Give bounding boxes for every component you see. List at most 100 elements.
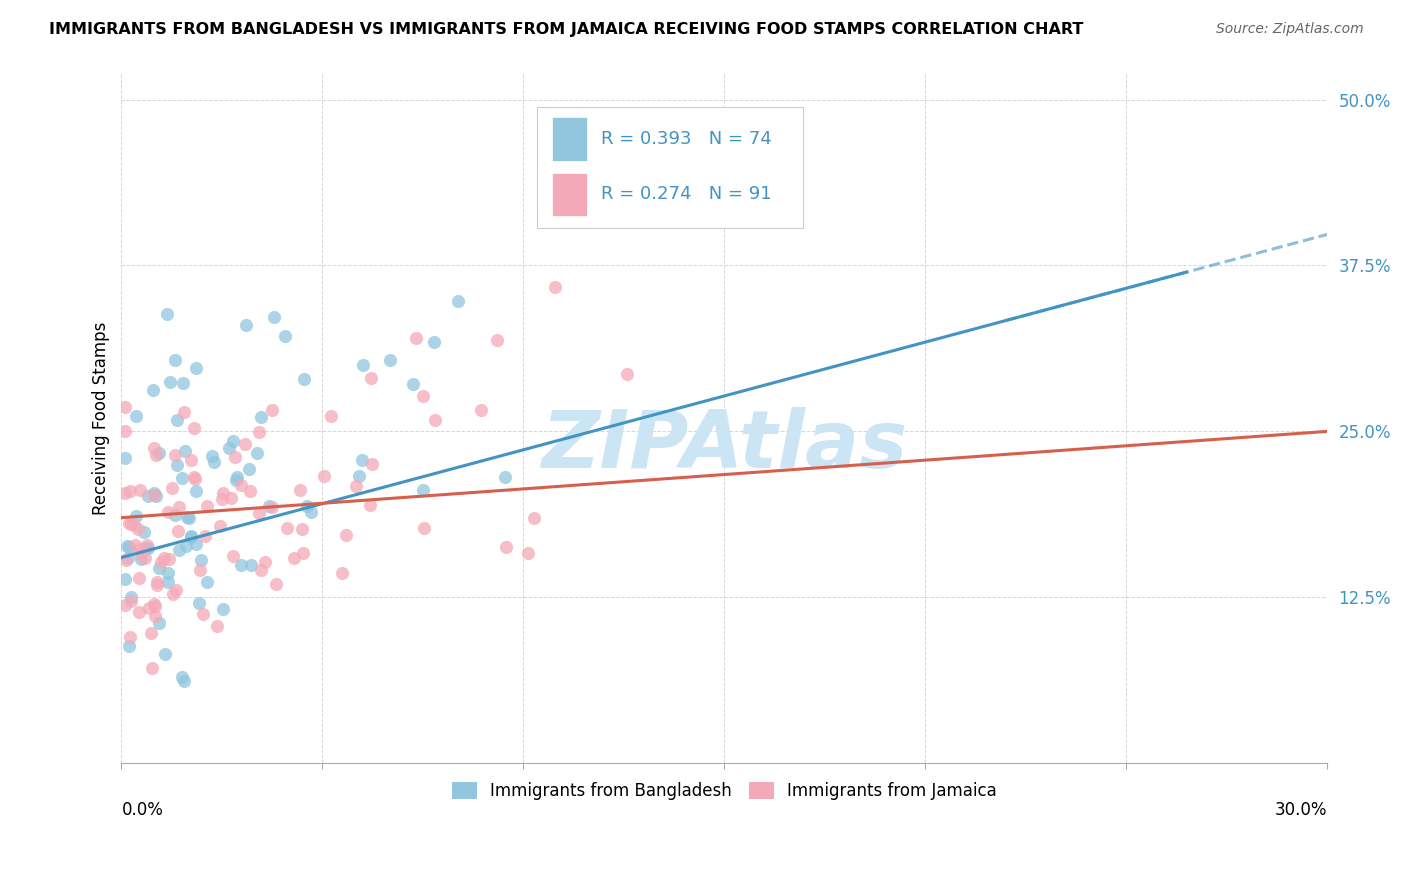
Point — [312, 469, 335, 483]
Point — [114, 400, 136, 414]
Point — [156, 566, 179, 580]
Point — [402, 376, 425, 391]
Point — [174, 539, 197, 553]
Point — [288, 483, 311, 497]
Point — [148, 616, 170, 631]
Point — [163, 353, 186, 368]
Point — [138, 489, 160, 503]
Point — [263, 310, 285, 325]
Point — [291, 522, 314, 536]
Point — [129, 548, 152, 562]
Point — [136, 541, 159, 555]
Point — [114, 572, 136, 586]
Point — [344, 479, 367, 493]
Point — [235, 318, 257, 333]
Point — [118, 639, 141, 653]
Point — [349, 468, 371, 483]
Point — [207, 619, 229, 633]
Point — [485, 333, 508, 347]
Point — [231, 558, 253, 572]
Point — [352, 453, 374, 467]
Point — [145, 448, 167, 462]
Point — [260, 500, 283, 514]
Point — [211, 601, 233, 615]
Point — [159, 375, 181, 389]
Text: 0.0%: 0.0% — [121, 801, 163, 819]
Point — [184, 360, 207, 375]
Text: ZIPAtlas: ZIPAtlas — [541, 407, 907, 484]
Point — [202, 455, 225, 469]
Point — [523, 511, 546, 525]
Point — [299, 505, 322, 519]
Y-axis label: Receiving Food Stamps: Receiving Food Stamps — [93, 321, 110, 515]
Point — [292, 372, 315, 386]
Point — [359, 498, 381, 512]
Point — [120, 516, 142, 531]
Point — [183, 470, 205, 484]
Point — [180, 452, 202, 467]
Point — [195, 575, 218, 590]
Point — [470, 403, 492, 417]
Point — [173, 405, 195, 419]
Point — [146, 575, 169, 590]
Point — [224, 450, 246, 464]
Point — [117, 551, 139, 566]
Point — [247, 425, 270, 439]
Point — [149, 555, 172, 569]
Point — [169, 543, 191, 558]
Point — [447, 293, 470, 308]
Point — [219, 491, 242, 506]
Point — [211, 492, 233, 507]
Point — [162, 587, 184, 601]
Point — [157, 575, 180, 590]
Point — [166, 413, 188, 427]
Point — [239, 484, 262, 499]
Point — [247, 506, 270, 520]
Point — [195, 499, 218, 513]
Point — [114, 485, 136, 500]
Point — [148, 446, 170, 460]
Point — [148, 560, 170, 574]
Point — [166, 524, 188, 539]
Point — [142, 384, 165, 398]
Point — [412, 483, 434, 497]
Point — [176, 510, 198, 524]
Point — [131, 552, 153, 566]
Point — [114, 424, 136, 438]
Point — [118, 516, 141, 531]
Point — [253, 555, 276, 569]
Point — [544, 280, 567, 294]
Point — [114, 450, 136, 465]
Point — [517, 546, 540, 560]
Text: IMMIGRANTS FROM BANGLADESH VS IMMIGRANTS FROM JAMAICA RECEIVING FOOD STAMPS CORR: IMMIGRANTS FROM BANGLADESH VS IMMIGRANTS… — [49, 22, 1084, 37]
Point — [138, 600, 160, 615]
Point — [380, 353, 402, 368]
Point — [425, 413, 447, 427]
Point — [153, 647, 176, 661]
Point — [125, 409, 148, 424]
Point — [156, 307, 179, 321]
Point — [180, 531, 202, 545]
Point — [142, 485, 165, 500]
Point — [218, 442, 240, 456]
Point — [616, 367, 638, 381]
Point — [157, 551, 180, 566]
Point — [221, 434, 243, 448]
Point — [160, 481, 183, 495]
Point — [405, 331, 427, 345]
Point — [239, 558, 262, 572]
Point — [423, 334, 446, 349]
Point — [264, 577, 287, 591]
Point — [156, 505, 179, 519]
Point — [145, 609, 167, 624]
Point — [115, 539, 138, 553]
Point — [122, 517, 145, 532]
Point — [274, 329, 297, 343]
Point — [135, 541, 157, 556]
Point — [412, 521, 434, 535]
Point — [134, 525, 156, 540]
Point — [225, 470, 247, 484]
Point — [190, 552, 212, 566]
Point — [114, 599, 136, 613]
Point — [231, 478, 253, 492]
